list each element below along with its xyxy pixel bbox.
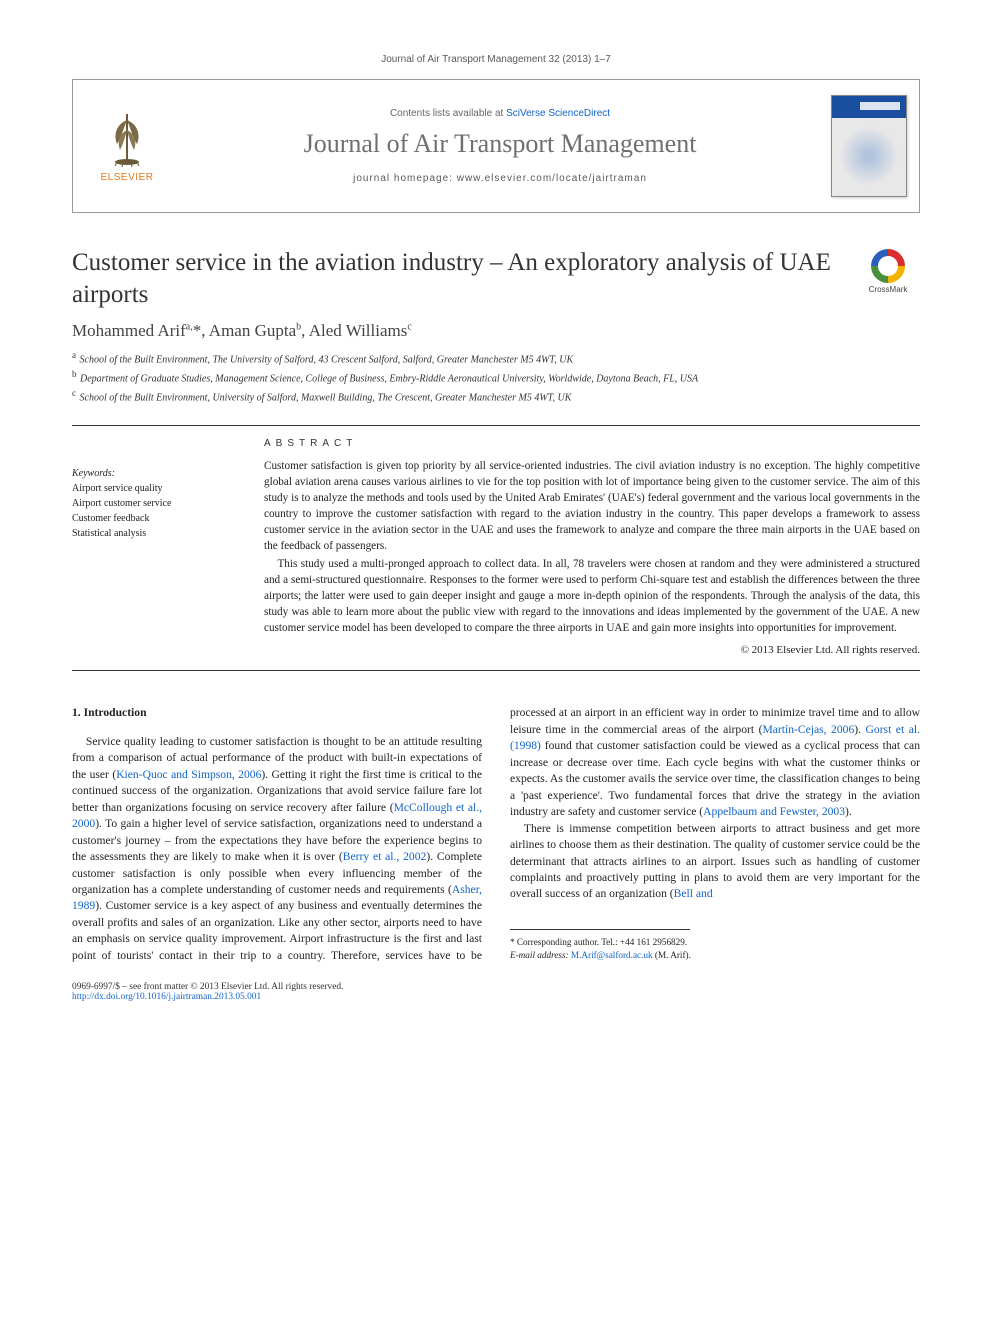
- elsevier-tree-icon: [103, 110, 151, 168]
- abstract-paragraph: Customer satisfaction is given top prior…: [264, 459, 920, 554]
- abstract-heading: ABSTRACT: [264, 438, 920, 449]
- keywords-block: Keywords: Airport service qualityAirport…: [72, 438, 240, 656]
- affiliation-line: c School of the Built Environment, Unive…: [72, 387, 920, 406]
- journal-citation-header: Journal of Air Transport Management 32 (…: [72, 54, 920, 65]
- footer-left: 0969-6997/$ – see front matter © 2013 El…: [72, 982, 343, 1002]
- contents-lists-line: Contents lists available at SciVerse Sci…: [390, 108, 610, 119]
- issn-copyright-line: 0969-6997/$ – see front matter © 2013 El…: [72, 982, 343, 992]
- crossmark-label: CrossMark: [856, 285, 920, 294]
- keyword-item: Airport customer service: [72, 496, 240, 511]
- publisher-name: ELSEVIER: [101, 172, 154, 183]
- footnote-separator: [510, 929, 690, 930]
- abstract-block: ABSTRACT Customer satisfaction is given …: [264, 438, 920, 656]
- keyword-item: Customer feedback: [72, 511, 240, 526]
- journal-cover-thumbnail: [831, 95, 907, 197]
- keywords-heading: Keywords:: [72, 466, 240, 481]
- page-footer: 0969-6997/$ – see front matter © 2013 El…: [72, 982, 920, 1002]
- crossmark-badge[interactable]: CrossMark: [856, 249, 920, 294]
- cite-appelbaum-2003[interactable]: Appelbaum and Fewster, 2003: [703, 805, 845, 818]
- cite-bell[interactable]: Bell and: [674, 887, 713, 900]
- affiliations: a School of the Built Environment, The U…: [72, 349, 920, 405]
- cite-martin-cejas-2006[interactable]: Martín-Cejas, 2006: [762, 723, 854, 736]
- scidirect-link[interactable]: SciVerse ScienceDirect: [506, 108, 610, 119]
- homepage-url: www.elsevier.com/locate/jairtraman: [457, 173, 647, 184]
- crossmark-icon: [871, 249, 905, 283]
- abstract-paragraph: This study used a multi-pronged approach…: [264, 557, 920, 637]
- article-title: Customer service in the aviation industr…: [72, 247, 840, 311]
- cover-thumb-block: [819, 80, 919, 212]
- affiliation-line: b Department of Graduate Studies, Manage…: [72, 368, 920, 387]
- keyword-item: Statistical analysis: [72, 526, 240, 541]
- cite-berry-2002[interactable]: Berry et al., 2002: [343, 850, 427, 863]
- rule-below-abstract: [72, 670, 920, 671]
- doi-link[interactable]: http://dx.doi.org/10.1016/j.jairtraman.2…: [72, 992, 261, 1002]
- copyright-line: © 2013 Elsevier Ltd. All rights reserved…: [264, 644, 920, 656]
- corresponding-author-note: * Corresponding author. Tel.: +44 161 29…: [510, 936, 920, 949]
- section-1-heading: 1. Introduction: [72, 705, 482, 721]
- authors-line: Mohammed Arifa,*, Aman Guptab, Aled Will…: [72, 321, 920, 341]
- contents-prefix: Contents lists available at: [390, 108, 506, 119]
- masthead-center: Contents lists available at SciVerse Sci…: [181, 80, 819, 212]
- journal-name: Journal of Air Transport Management: [304, 129, 697, 159]
- publisher-logo-block: ELSEVIER: [73, 80, 181, 212]
- rule-above-abstract: [72, 425, 920, 426]
- footnotes: * Corresponding author. Tel.: +44 161 29…: [510, 936, 920, 962]
- intro-para-2: There is immense competition between air…: [510, 821, 920, 903]
- author-email-link[interactable]: M.Arif@salford.ac.uk: [571, 950, 653, 960]
- affiliation-line: a School of the Built Environment, The U…: [72, 349, 920, 368]
- cite-kienquoc-2006[interactable]: Kien-Quoc and Simpson, 2006: [116, 768, 261, 781]
- homepage-label: journal homepage:: [353, 173, 457, 184]
- journal-homepage-line: journal homepage: www.elsevier.com/locat…: [353, 173, 647, 184]
- keyword-item: Airport service quality: [72, 481, 240, 496]
- body-two-column: 1. Introduction Service quality leading …: [72, 705, 920, 964]
- email-line: E-mail address: M.Arif@salford.ac.uk (M.…: [510, 949, 920, 962]
- masthead: ELSEVIER Contents lists available at Sci…: [72, 79, 920, 213]
